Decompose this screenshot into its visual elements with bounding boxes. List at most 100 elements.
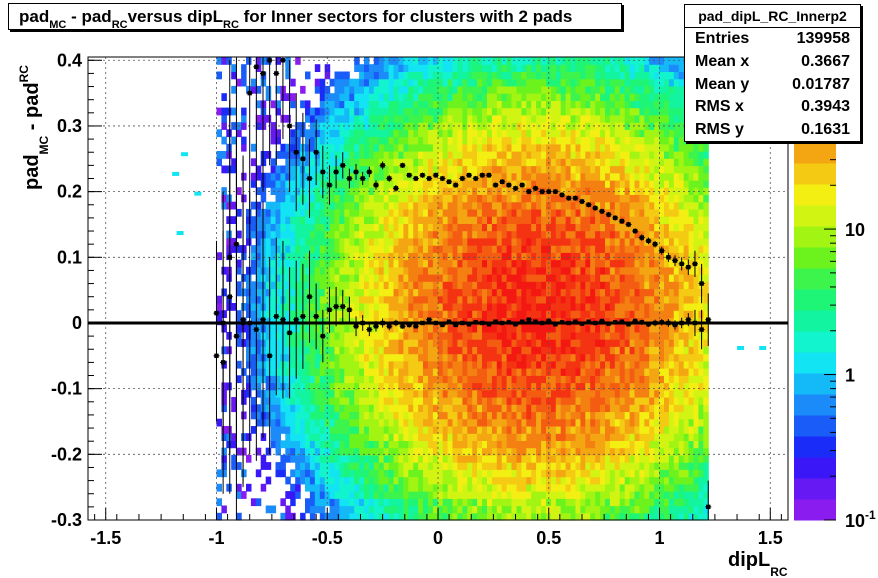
heatmap-cell [555,418,562,427]
heatmap-cell [565,223,572,232]
heatmap-cell [605,339,611,347]
heatmap-cell [437,93,444,101]
heatmap-cell [388,107,395,116]
heatmap-cell [344,462,350,470]
heatmap-cell [378,245,385,253]
heatmap-cell [393,122,399,130]
heatmap-cell [285,274,291,282]
heatmap-cell [536,136,542,145]
heatmap-cell [624,57,631,65]
heatmap-cell [467,252,473,261]
heatmap-cell [314,418,321,427]
heatmap-cell [413,252,419,261]
heatmap-cell [531,136,537,145]
heatmap-cell [595,360,601,369]
heatmap-cell [344,447,350,456]
heatmap-cell [295,491,301,499]
heatmap-cell [496,172,503,181]
heatmap-cell [364,469,370,478]
heatmap-cell [585,476,591,485]
heatmap-cell [614,418,621,427]
heatmap-cell [634,136,640,145]
heatmap-cell [324,397,331,405]
heatmap-cell [408,71,414,80]
heatmap-cell [560,339,567,347]
heatmap-cell [491,252,498,261]
heatmap-cell [462,187,468,195]
heatmap-cell [427,491,434,499]
heatmap-cell [236,462,242,470]
heatmap-cell [373,259,380,268]
heatmap-cell [236,266,242,275]
heatmap-cell [550,295,557,304]
heatmap-cell [555,339,562,347]
heatmap-cell [624,317,631,326]
heatmap-cell [393,353,399,362]
heatmap-cell [467,476,473,485]
heatmap-cell [457,505,463,514]
heatmap-cell [305,397,311,405]
heatmap-cell [334,223,340,232]
heatmap-cell [560,100,567,109]
heatmap-cell [295,360,301,369]
heatmap-cell [344,418,350,427]
heatmap-cell [265,476,272,485]
heatmap-cell [536,339,542,347]
heatmap-cell [521,136,527,145]
heatmap-cell [368,331,375,340]
heatmap-cell [511,469,517,478]
heatmap-cell [388,331,395,340]
heatmap-cell [521,505,527,514]
heatmap-cell [605,57,611,65]
heatmap-cell [457,187,463,195]
heatmap-cell [246,324,252,333]
heatmap-cell [624,397,631,405]
heatmap-cell [383,303,390,311]
heatmap-cell [403,512,409,521]
heatmap-cell [526,360,532,369]
heatmap-cell [295,274,301,282]
heatmap-cell [309,469,316,478]
heatmap-cell [555,389,562,398]
heatmap-cell [600,404,606,413]
heatmap-cell [521,411,527,420]
heatmap-cell [437,85,444,94]
heatmap-cell [605,360,611,369]
heatmap-cell [255,281,262,290]
heatmap-cell [634,129,640,138]
heatmap-cell [624,129,631,138]
heatmap-cell [605,180,611,188]
heatmap-cell [329,397,336,405]
heatmap-cell [255,245,262,253]
heatmap-cell [447,266,454,275]
heatmap-cell [373,382,380,391]
heatmap-cell [364,389,370,398]
heatmap-cell [423,483,429,492]
heatmap-cell [467,353,473,362]
heatmap-cell [605,418,611,427]
heatmap-cell [398,324,404,333]
heatmap-cell [526,208,532,217]
heatmap-cell [526,462,532,470]
heatmap-cell [501,426,508,434]
heatmap-cell [605,230,611,239]
heatmap-cell [349,245,355,253]
heatmap-cell [555,310,562,318]
heatmap-cell [580,375,586,384]
heatmap-cell [398,78,404,87]
heatmap-cell [408,368,414,376]
heatmap-cell [216,158,222,167]
heatmap-cell [309,505,316,514]
heatmap-cell [472,85,478,94]
heatmap-cell [605,259,611,268]
heatmap-cell [368,230,375,239]
heatmap-cell [575,404,581,413]
heatmap-cell [427,180,434,188]
heatmap-cell [334,512,340,521]
heatmap-cell [516,368,522,376]
heatmap-cell [221,194,227,203]
heatmap-cell [359,462,365,470]
heatmap-cell [423,505,429,514]
heatmap-cell [378,114,385,123]
heatmap-cell [275,85,281,94]
